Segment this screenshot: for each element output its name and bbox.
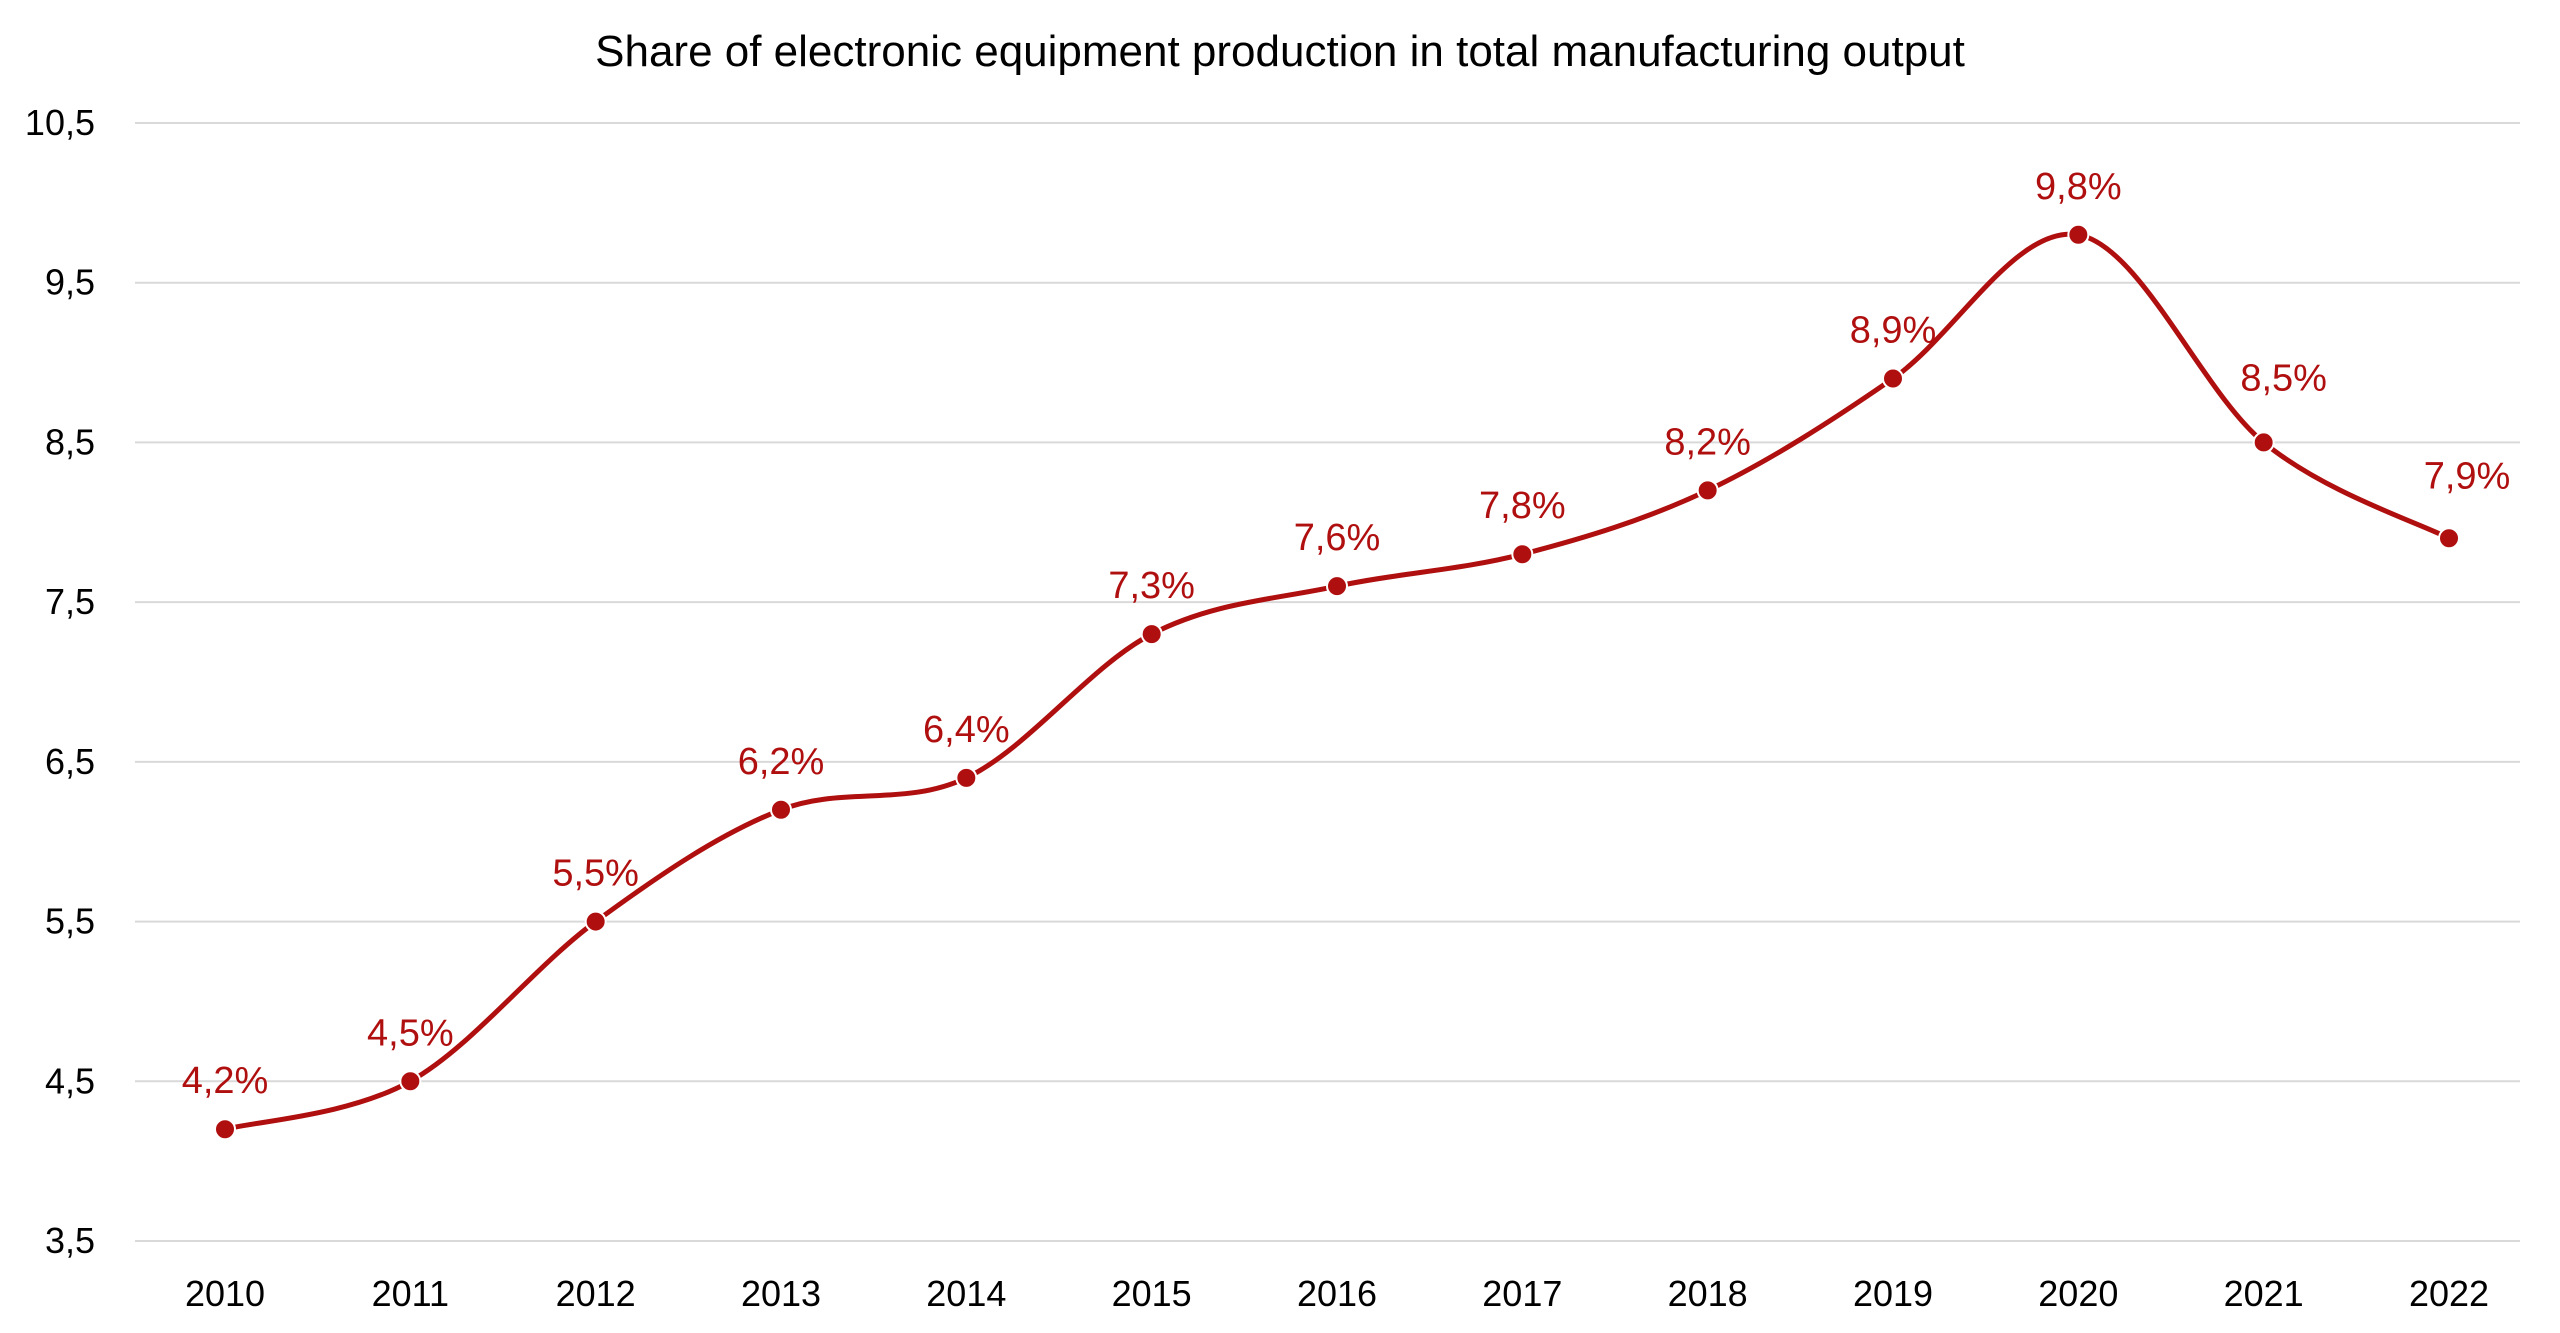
data-point [2438,527,2460,550]
data-point [2252,431,2275,454]
data-point [1696,479,1719,502]
gridlines [135,122,2520,1242]
y-tick-label: 3,5 [45,1220,95,1261]
data-labels: 4,2% 4,5% 5,5% 6,2% 6,4% 7,3% 7,6% 7,8% 8,2% 8,9%… [182,166,2511,1102]
y-tick-label: 10,5 [25,102,95,143]
data-label: 6,2% [738,741,825,783]
data-label: 8,9% [1850,310,1937,352]
x-tick-label: 2016 [1297,1273,1377,1314]
data-label: 7,9% [2424,455,2511,497]
data-point [399,1070,422,1093]
data-points [214,223,2460,1141]
data-label: 5,5% [552,853,639,895]
y-tick-label: 8,5 [45,421,95,462]
x-tick-label: 2017 [1482,1273,1562,1314]
x-tick-label: 2020 [2038,1273,2118,1314]
y-tick-label: 5,5 [45,901,95,942]
y-tick-label: 6,5 [45,741,95,782]
data-label: 9,8% [2035,166,2122,208]
data-point [1882,367,1904,390]
data-label: 8,5% [2240,357,2327,399]
x-tick-label: 2022 [2409,1273,2489,1314]
x-tick-label: 2021 [2224,1273,2304,1314]
x-axis-ticks: 2010 2011 2012 2013 2014 2015 2016 2017 2018 2019… [185,1273,2489,1314]
data-point [1326,575,1348,598]
data-point [584,910,607,933]
chart-title: Share of electronic equipment production… [595,27,1965,76]
series-line [222,231,2452,1132]
data-label: 7,6% [1294,517,1381,559]
data-point [770,798,792,821]
x-tick-label: 2015 [1112,1273,1192,1314]
y-axis-ticks: 3,5 4,5 5,5 6,5 7,5 8,5 9,5 10,5 [25,102,95,1261]
data-point [214,1118,236,1141]
y-tick-label: 9,5 [45,262,95,303]
data-point [1140,623,1163,646]
x-tick-label: 2019 [1853,1273,1933,1314]
x-tick-label: 2010 [185,1273,265,1314]
x-tick-label: 2018 [1668,1273,1748,1314]
data-label: 7,8% [1479,485,1566,527]
x-tick-label: 2011 [372,1273,449,1314]
data-label: 4,2% [182,1060,269,1102]
data-point [2067,223,2090,246]
y-tick-label: 4,5 [45,1060,95,1101]
data-label: 8,2% [1664,421,1751,463]
data-label: 6,4% [923,709,1010,751]
x-tick-label: 2013 [741,1273,821,1314]
data-point [1511,543,1534,566]
data-label: 4,5% [367,1012,454,1054]
y-tick-label: 7,5 [45,581,95,622]
data-point [955,766,978,789]
x-tick-label: 2014 [926,1273,1006,1314]
series-line-layer [222,231,2452,1132]
data-label: 7,3% [1108,565,1195,607]
x-tick-label: 2012 [556,1273,636,1314]
